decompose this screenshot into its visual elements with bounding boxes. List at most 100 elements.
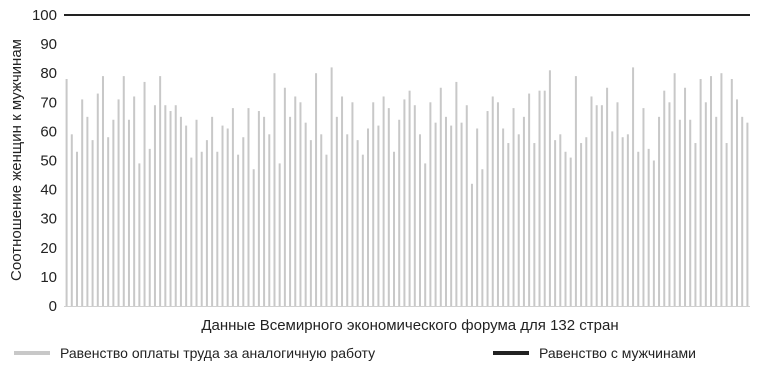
bar [169,111,172,306]
bar [632,67,635,306]
bar [522,116,525,306]
bar [694,143,697,306]
y-tick-label: 70 [40,94,57,111]
bar [195,119,198,306]
bar [517,134,520,306]
bar [237,154,240,306]
legend-label-equality-line: Равенство с мужчинами [539,345,696,361]
bar [211,116,214,306]
bar [315,73,318,306]
bar [476,128,479,306]
x-axis-label: Данные Всемирного экономического форума … [201,317,618,334]
legend-label-pay-equality: Равенство оплаты труда за аналогичную ра… [60,345,376,361]
bar [533,143,536,306]
bar [569,157,572,306]
bar [564,151,567,306]
bar [65,79,68,307]
bar [86,116,89,306]
bar [231,108,234,307]
bar [200,151,203,306]
bar [720,73,723,306]
bar [481,169,484,306]
bar [143,81,146,307]
bar [689,119,692,306]
bar [736,99,739,306]
bar [600,105,603,307]
bar [346,134,349,306]
bar [741,116,744,306]
bar [252,169,255,306]
bar [637,151,640,306]
bar [263,116,266,306]
bar [616,102,619,306]
bar [668,102,671,306]
y-tick-label: 30 [40,211,57,228]
bar [387,108,390,307]
bar [595,105,598,307]
bar [460,122,463,306]
bar [117,99,120,306]
bar [278,163,281,306]
y-tick-label: 0 [49,298,57,315]
bar [450,125,453,306]
bar [367,128,370,306]
bar [273,73,276,306]
bar [699,79,702,307]
bar [153,105,156,307]
bar [309,140,312,306]
legend-item-pay-equality: Равенство оплаты труда за аналогичную ра… [14,345,375,361]
bar [678,119,681,306]
y-tick-label: 20 [40,240,57,257]
bar [621,137,624,306]
bar [626,134,629,306]
bar [470,183,473,306]
bar [502,128,505,306]
bar [574,76,577,306]
bar [330,67,333,306]
bar [304,122,307,306]
bar [320,134,323,306]
bar [554,140,557,306]
bar [335,116,338,306]
bar [289,116,292,306]
bar [408,90,411,306]
bar [491,96,494,306]
bar [138,163,141,306]
bar [611,131,614,306]
bar [70,134,73,306]
bar [268,134,271,306]
bar [247,108,250,307]
bar [538,90,541,306]
bar [122,76,125,306]
bar [746,122,749,306]
bar [164,105,167,307]
bar [101,76,104,306]
bar [242,137,245,306]
y-axis-label: Соотношение женщин к мужчинам [8,39,25,281]
bar [148,148,151,306]
y-tick-label: 50 [40,153,57,170]
bar [221,125,224,306]
bar [559,134,562,306]
bar [439,87,442,306]
bar [174,105,177,307]
bar [590,96,593,306]
legend: Равенство оплаты труда за аналогичную ра… [0,345,765,365]
bar [112,119,115,306]
bar [75,151,78,306]
bar [393,151,396,306]
bar [403,99,406,306]
legend-swatch-pay-equality [14,351,50,355]
bar [528,93,531,306]
bar [663,90,666,306]
bar [325,154,328,306]
bar [543,90,546,306]
bar [658,116,661,306]
y-tick-label: 80 [40,65,57,82]
bar [647,148,650,306]
bar [190,157,193,306]
bar [341,96,344,306]
y-tick-label: 60 [40,123,57,140]
